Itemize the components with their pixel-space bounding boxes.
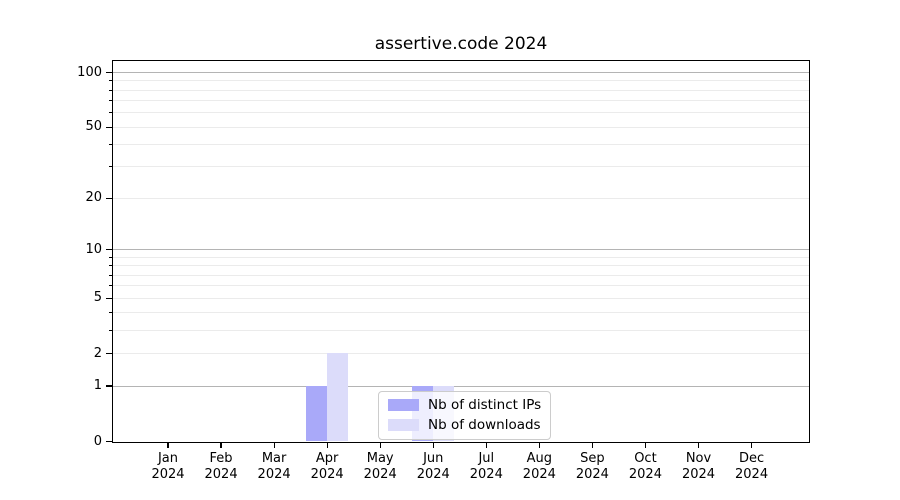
y-minor-tickmark <box>109 100 112 102</box>
legend-label-distinct-ips: Nb of distinct IPs <box>428 397 542 413</box>
y-minor-tickmark <box>109 112 112 114</box>
y-tickmark <box>106 440 112 443</box>
y-minor-tickmark <box>109 89 112 91</box>
x-tickmark <box>167 443 169 448</box>
minor-gridline <box>113 285 809 287</box>
x-tickmark <box>485 443 487 448</box>
major-gridline <box>113 249 809 251</box>
x-tickmark <box>379 443 381 448</box>
y-minor-tickmark <box>109 330 112 332</box>
y-tick-label: 0 <box>93 433 102 449</box>
minor-gridline <box>113 100 809 102</box>
y-minor-tickmark <box>109 144 112 146</box>
minor-gridline <box>113 89 809 91</box>
y-minor-tickmark <box>109 285 112 287</box>
minor-gridline <box>113 330 809 332</box>
y-tickmark <box>106 353 112 355</box>
bar-downloads <box>326 353 348 441</box>
minor-gridline <box>113 112 809 114</box>
y-minor-tickmark <box>109 312 112 314</box>
y-tick-label: 2 <box>93 345 102 361</box>
bar-distinct-ips <box>305 385 327 441</box>
y-tickmark <box>106 197 112 199</box>
y-tick-label: 1 <box>93 378 102 394</box>
x-tickmark <box>644 443 647 448</box>
y-tick-label: 100 <box>77 64 102 80</box>
legend-swatch-distinct-ips <box>388 399 419 411</box>
x-tickmark <box>220 443 222 448</box>
x-tickmark <box>697 443 700 448</box>
x-tickmark <box>591 443 593 448</box>
legend-label-downloads: Nb of downloads <box>428 417 541 433</box>
minor-gridline <box>113 144 809 146</box>
y-tickmark <box>106 297 112 299</box>
y-tickmark <box>106 126 112 128</box>
x-tick-label: Sep 2024 <box>575 450 609 482</box>
x-tickmark <box>273 443 275 448</box>
minor-gridline <box>113 274 809 276</box>
x-tick-label: Oct 2024 <box>628 450 662 482</box>
x-tick-label: May 2024 <box>363 450 397 482</box>
y-tickmark <box>106 385 112 387</box>
y-tick-label: 5 <box>93 290 102 306</box>
legend-entry-distinct-ips: Nb of distinct IPs <box>388 397 541 413</box>
x-tick-label: Feb 2024 <box>204 450 238 482</box>
x-tick-label: Nov 2024 <box>681 450 716 482</box>
x-tick-label: Jun 2024 <box>416 450 450 482</box>
major-gridline <box>113 385 809 387</box>
plot-area <box>112 60 810 443</box>
y-minor-tickmark <box>109 265 112 267</box>
x-tick-label: Aug 2024 <box>522 450 556 482</box>
y-tick-label: 20 <box>85 190 102 206</box>
legend-swatch-downloads <box>388 419 419 431</box>
minor-gridline <box>113 197 809 199</box>
x-tickmark <box>538 443 540 448</box>
minor-gridline <box>113 312 809 314</box>
y-tickmark <box>106 249 112 251</box>
major-gridline <box>113 72 809 74</box>
minor-gridline <box>113 353 809 355</box>
x-tick-label: Dec 2024 <box>735 450 769 482</box>
y-minor-tickmark <box>109 256 112 258</box>
x-tickmark <box>750 443 753 448</box>
y-minor-tickmark <box>109 274 112 276</box>
y-tick-label: 10 <box>85 241 102 257</box>
minor-gridline <box>113 166 809 168</box>
x-tick-label: Jan 2024 <box>151 450 185 482</box>
y-minor-tickmark <box>109 80 112 82</box>
x-tick-label: Mar 2024 <box>257 450 291 482</box>
minor-gridline <box>113 297 809 299</box>
x-tick-label: Apr 2024 <box>310 450 344 482</box>
minor-gridline <box>113 256 809 258</box>
y-tickmark <box>106 71 112 74</box>
y-minor-tickmark <box>109 166 112 168</box>
minor-gridline <box>113 265 809 267</box>
minor-gridline <box>113 80 809 82</box>
x-tick-label: Jul 2024 <box>469 450 503 482</box>
legend: Nb of distinct IPs Nb of downloads <box>378 391 552 440</box>
legend-entry-downloads: Nb of downloads <box>388 417 541 433</box>
chart-title: assertive.code 2024 <box>374 34 548 54</box>
x-tickmark <box>432 443 434 448</box>
minor-gridline <box>113 126 809 128</box>
x-tickmark <box>326 443 328 448</box>
y-tick-label: 50 <box>85 119 102 135</box>
